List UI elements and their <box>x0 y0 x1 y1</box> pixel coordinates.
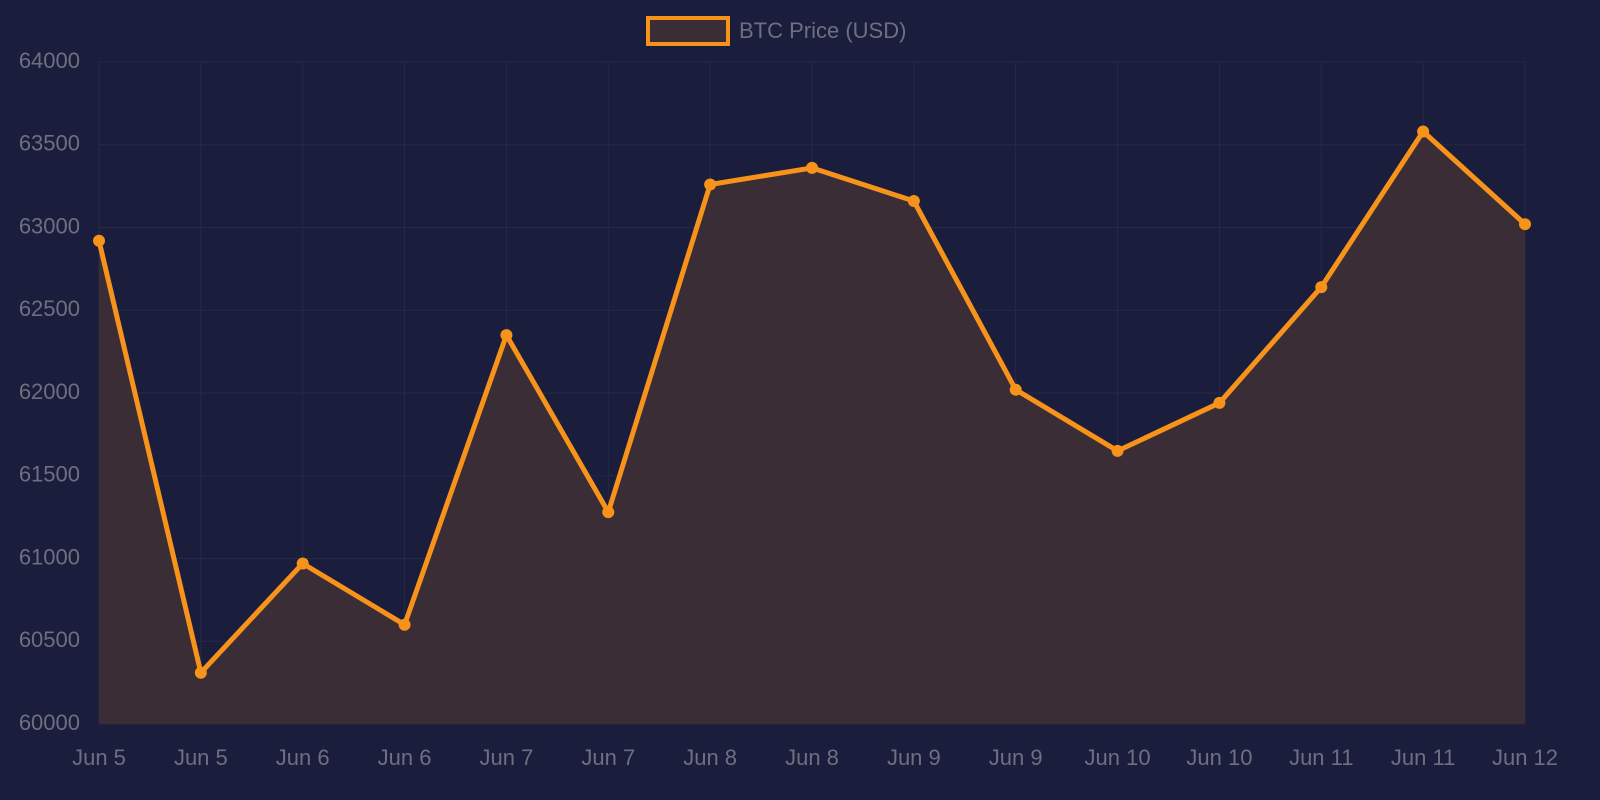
x-tick-label: Jun 7 <box>480 745 534 770</box>
x-tick-label: Jun 7 <box>581 745 635 770</box>
y-tick-label: 64000 <box>19 48 80 73</box>
x-tick-label: Jun 5 <box>174 745 228 770</box>
x-tick-label: Jun 10 <box>1186 745 1252 770</box>
legend-label: BTC Price (USD) <box>739 18 906 43</box>
x-tick-label: Jun 8 <box>683 745 737 770</box>
x-tick-label: Jun 5 <box>72 745 126 770</box>
point <box>296 557 309 570</box>
area <box>99 131 1525 724</box>
point <box>1213 396 1226 409</box>
point <box>1519 218 1531 231</box>
y-tick-label: 61500 <box>19 462 80 487</box>
x-tick-label: Jun 11 <box>1391 745 1455 770</box>
y-tick-label: 63000 <box>19 213 80 238</box>
point <box>602 506 615 519</box>
point <box>704 178 717 191</box>
y-tick-label: 62500 <box>19 296 80 321</box>
point <box>1417 125 1430 138</box>
y-tick-label: 60000 <box>19 710 80 735</box>
point <box>194 666 207 679</box>
x-tick-label: Jun 9 <box>887 745 941 770</box>
point <box>93 234 105 247</box>
x-tick-label: Jun 6 <box>378 745 432 770</box>
point <box>907 195 920 208</box>
y-tick-label: 61000 <box>19 544 80 569</box>
x-tick-label: Jun 9 <box>989 745 1043 770</box>
x-tick-label: Jun 12 <box>1492 745 1558 770</box>
point <box>500 329 513 342</box>
y-tick-label: 62000 <box>19 379 80 404</box>
x-tick-label: Jun 6 <box>276 745 330 770</box>
x-tick-label: Jun 10 <box>1085 745 1151 770</box>
y-tick-label: 60500 <box>19 627 80 652</box>
point <box>1315 281 1328 294</box>
x-tick-label: Jun 11 <box>1289 745 1353 770</box>
legend-swatch <box>646 16 730 46</box>
point <box>806 161 818 174</box>
point <box>398 618 411 631</box>
point <box>1009 383 1022 396</box>
x-tick-label: Jun 8 <box>785 745 839 770</box>
point <box>1111 444 1124 457</box>
y-tick-label: 63500 <box>19 131 80 156</box>
